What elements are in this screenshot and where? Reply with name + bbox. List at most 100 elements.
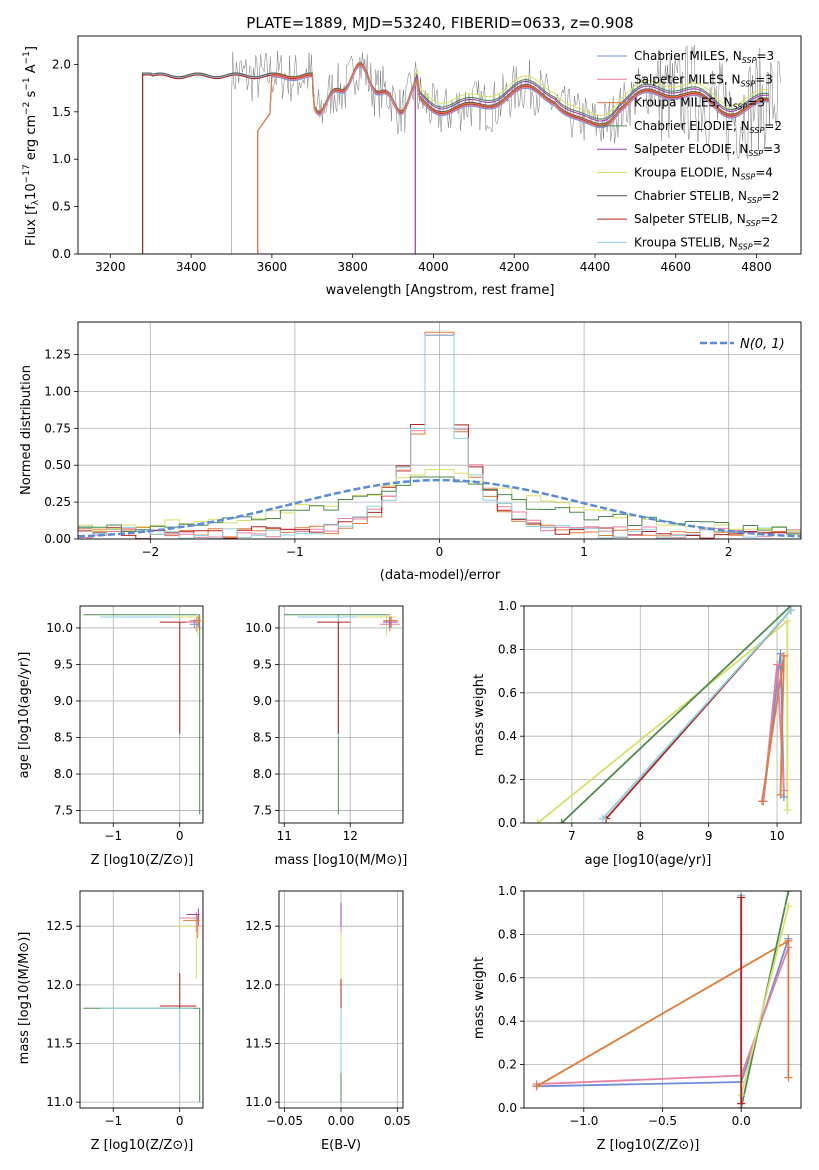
y-tick-label: 1.25 bbox=[44, 347, 71, 361]
y-tick-label: 0.5 bbox=[52, 200, 71, 214]
mass-vs-ebv-panel: −0.05 0.00 0.05 11.0 11.5 12.0 12.5 E(B-V) bbox=[245, 890, 411, 1153]
model-line-kroupa-miles bbox=[110, 63, 769, 254]
weight-series-chabrier-elodie bbox=[560, 606, 792, 823]
axes-frame bbox=[278, 890, 404, 1109]
y-tick-label: 8.5 bbox=[54, 731, 73, 745]
x-tick-label: −1 bbox=[286, 545, 304, 559]
x-tick-label: −1 bbox=[104, 829, 122, 843]
y-tick-label: 9.0 bbox=[54, 694, 73, 708]
weight-z-ylabel: mass weight bbox=[472, 957, 487, 1039]
x-tick-label: 4800 bbox=[741, 260, 772, 274]
y-tick-label: 0.0 bbox=[498, 1101, 517, 1115]
y-tick-label: 12.5 bbox=[245, 919, 272, 933]
y-tick-label: 0.00 bbox=[44, 532, 71, 546]
legend-label: Salpeter ELODIE, NSSP=3 bbox=[634, 142, 781, 158]
y-tick-label: 1.0 bbox=[498, 884, 517, 898]
legend-label: Kroupa STELIB, NSSP=2 bbox=[634, 235, 770, 251]
weight-series-kroupa-elodie bbox=[740, 905, 790, 1096]
y-tick-label: 10.0 bbox=[46, 621, 73, 635]
y-tick-label: 0.2 bbox=[498, 773, 517, 787]
y-tick-label: 0.6 bbox=[498, 686, 517, 700]
x-tick-label: 0.0 bbox=[732, 1114, 751, 1128]
x-tick-label: 8 bbox=[636, 829, 644, 843]
axes-frame bbox=[79, 605, 204, 824]
x-tick-label: 7 bbox=[568, 829, 576, 843]
x-tick-label: 3800 bbox=[337, 260, 368, 274]
spectrum-xlabel: wavelength [Angstrom, rest frame] bbox=[326, 283, 555, 298]
weight-series-kroupa-stelib bbox=[602, 609, 792, 820]
mass-z-ylabel: mass [log10(M/M⊙)] bbox=[17, 932, 32, 1065]
x-tick-label: 0.05 bbox=[384, 1114, 411, 1128]
y-tick-label: 0.4 bbox=[498, 729, 517, 743]
weight-point-marker bbox=[598, 814, 607, 823]
spectrum-lines bbox=[110, 44, 781, 254]
model-line-salpeter-stelib bbox=[110, 64, 769, 254]
y-tick-label: 7.5 bbox=[253, 804, 272, 818]
weight-age-xlabel: age [log10(age/yr)] bbox=[585, 853, 712, 868]
residuals-panel: −2 −1 0 1 2 0.00 0.25 0.50 0.75 1.00 1.25 (data-mo… bbox=[19, 321, 802, 583]
y-tick-label: 0.8 bbox=[498, 642, 517, 656]
mass-ebv-xlabel: E(B-V) bbox=[321, 1138, 361, 1153]
legend-label: Salpeter STELIB, NSSP=2 bbox=[634, 212, 778, 228]
x-tick-label: 10 bbox=[769, 829, 784, 843]
age-vs-metallicity-panel: −1 0 7.5 8.0 8.5 9.0 9.5 10.0 Z [log10(Z/Z⊙)] a… bbox=[17, 605, 204, 868]
x-tick-label: 4400 bbox=[580, 260, 611, 274]
legend-label: Kroupa ELODIE, NSSP=4 bbox=[634, 166, 773, 182]
weight-point-marker bbox=[758, 797, 767, 806]
weight-lines bbox=[532, 891, 793, 1108]
weight-point-marker bbox=[773, 660, 782, 669]
weight-point-marker bbox=[533, 819, 542, 823]
axes-frame bbox=[79, 890, 204, 1109]
x-tick-label: 0 bbox=[436, 545, 444, 559]
x-tick-label: 0 bbox=[176, 829, 184, 843]
x-tick-label: −0.5 bbox=[648, 1114, 677, 1128]
weight-point-marker bbox=[783, 617, 792, 626]
weight-age-ylabel: mass weight bbox=[472, 674, 487, 756]
weight-point-marker bbox=[784, 902, 793, 911]
x-tick-label: −1.0 bbox=[569, 1114, 598, 1128]
weight-point-marker bbox=[784, 936, 793, 945]
age-z-ylabel: age [log10(age/yr)] bbox=[17, 652, 32, 779]
model-line-chabrier-miles bbox=[110, 65, 769, 254]
weight-point-marker bbox=[784, 1073, 793, 1082]
weight-point-marker bbox=[784, 891, 793, 895]
legend-label: Chabrier ELODIE, NSSP=2 bbox=[634, 119, 782, 135]
y-tick-label: 1.0 bbox=[52, 152, 71, 166]
model-line-salpeter-miles bbox=[110, 64, 769, 254]
crosses bbox=[284, 613, 400, 815]
weight-point-marker bbox=[786, 606, 795, 615]
age-z-xlabel: Z [log10(Z/Z⊙)] bbox=[91, 853, 194, 868]
y-tick-label: 10.0 bbox=[245, 621, 272, 635]
weight-point-marker bbox=[776, 790, 785, 799]
y-tick-label: 0.25 bbox=[44, 495, 71, 509]
axes-frame bbox=[523, 605, 802, 824]
mass-vs-metallicity-panel: −1 0 11.0 11.5 12.0 12.5 Z [log10(Z/Z⊙)] mass… bbox=[17, 890, 204, 1153]
weight-point-marker bbox=[737, 893, 746, 902]
x-tick-label: 2 bbox=[725, 545, 733, 559]
y-tick-label: 0.2 bbox=[498, 1058, 517, 1072]
axes-frame bbox=[77, 321, 802, 540]
legend-label: Chabrier MILES, NSSP=3 bbox=[634, 49, 774, 65]
x-tick-label: −0.05 bbox=[266, 1114, 303, 1128]
y-tick-label: 9.5 bbox=[54, 657, 73, 671]
weight-point-marker bbox=[783, 805, 792, 814]
y-tick-label: 0.6 bbox=[498, 971, 517, 985]
y-tick-label: 8.5 bbox=[253, 731, 272, 745]
x-tick-label: 4600 bbox=[661, 260, 692, 274]
y-tick-label: 8.0 bbox=[253, 767, 272, 781]
y-tick-label: 11.5 bbox=[245, 1036, 272, 1050]
normal-distribution-curve bbox=[78, 478, 801, 538]
residuals-ylabel: Normed distribution bbox=[19, 365, 34, 495]
axes-frame bbox=[278, 605, 404, 824]
weight-series-kroupa-elodie bbox=[537, 619, 789, 823]
spectrum-legend: Chabrier MILES, NSSP=3 Salpeter MILES, NS… bbox=[597, 49, 782, 251]
x-tick-label: 4000 bbox=[418, 260, 449, 274]
y-tick-label: 1.5 bbox=[52, 105, 71, 119]
y-tick-label: 0.75 bbox=[44, 421, 71, 435]
weight-point-marker bbox=[557, 819, 566, 823]
y-tick-label: 2.0 bbox=[52, 57, 71, 71]
model-line-chabrier-elodie bbox=[110, 72, 769, 254]
model-line-chabrier-stelib bbox=[110, 62, 769, 254]
weight-lines bbox=[533, 606, 795, 823]
x-tick-label: 0 bbox=[176, 1114, 184, 1128]
